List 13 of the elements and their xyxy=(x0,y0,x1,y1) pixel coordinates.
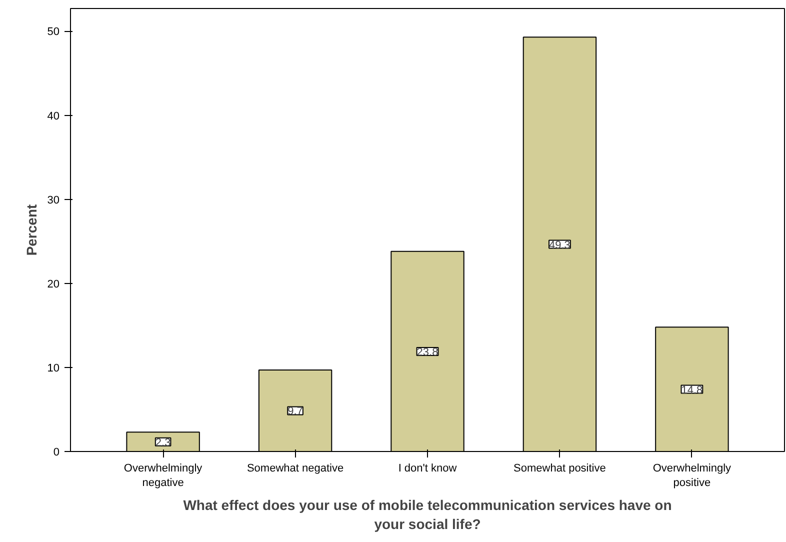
y-tick-label: 10 xyxy=(47,362,60,374)
y-tick-label: 20 xyxy=(47,278,60,290)
y-tick-label: 50 xyxy=(47,26,60,38)
y-tick-label: 40 xyxy=(47,110,60,122)
x-axis-title: What effect does your use of mobile telecommunication services have on your social life? xyxy=(183,496,672,532)
x-tick-label: Somewhat negative xyxy=(246,462,344,474)
x-tick-label: Overwhelmingly positive xyxy=(652,462,732,489)
x-tick-label: I don't know xyxy=(398,462,457,474)
x-tick-label: Overwhelmingly negative xyxy=(124,462,203,489)
y-tick-label: 30 xyxy=(47,194,60,206)
y-tick-label: 0 xyxy=(53,446,60,458)
x-tick-label: Somewhat positive xyxy=(514,462,606,474)
y-axis-title: Percent xyxy=(23,204,40,256)
